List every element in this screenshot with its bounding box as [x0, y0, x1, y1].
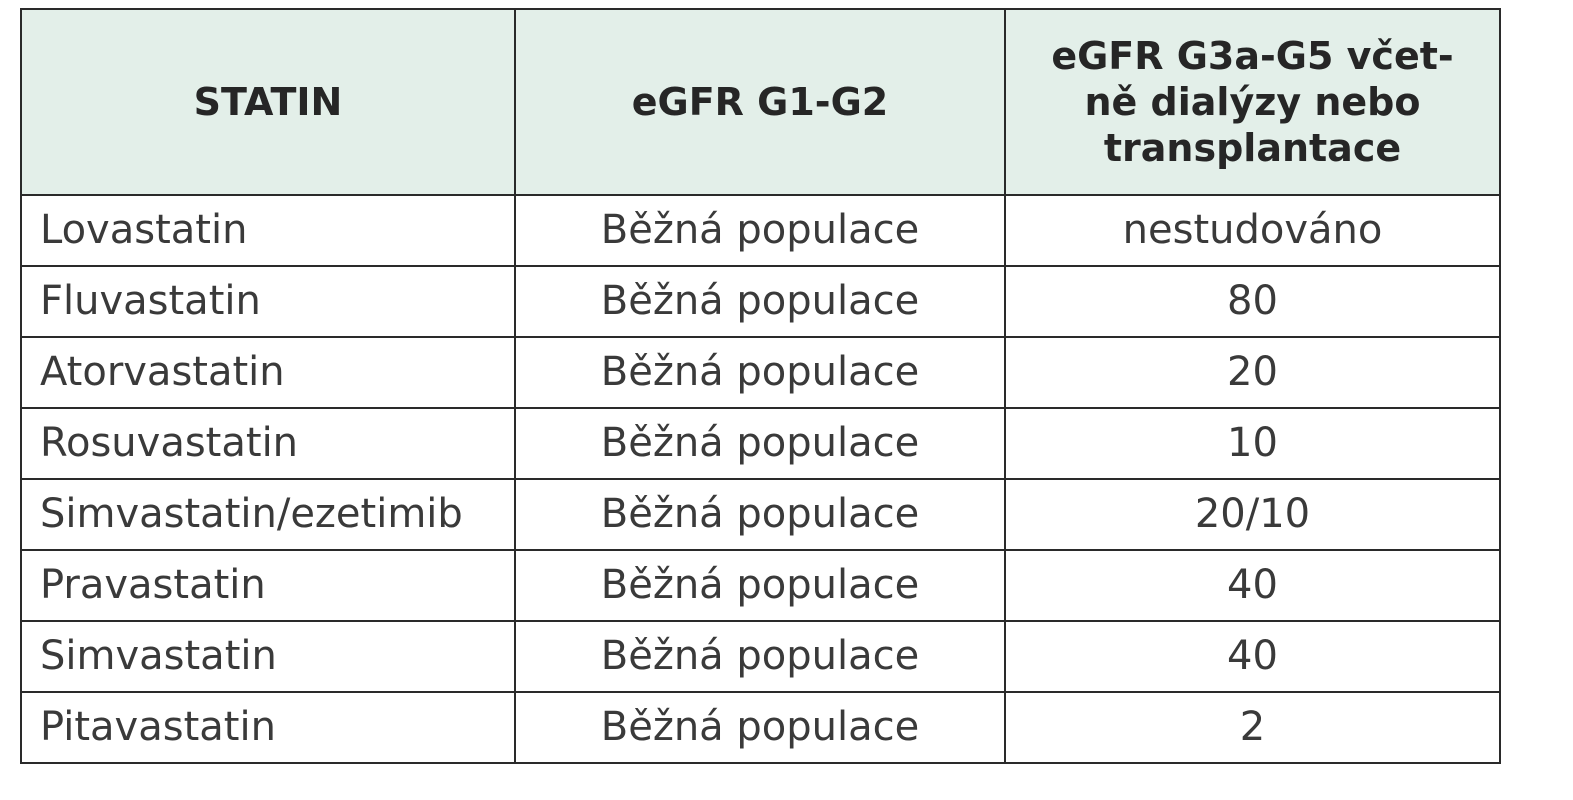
statin-name-cell: Pitavastatin	[20, 691, 516, 764]
egfr-g3-g5-cell: 10	[1004, 407, 1501, 480]
header-egfr-g3-g5-label: eGFR G3a-G5 včet- ně dialýzy nebo transp…	[1006, 33, 1499, 171]
table-row: Simvastatin/ezetimib Běžná populace 20/1…	[20, 478, 1501, 551]
egfr-g1-g2-cell: Běžná populace	[514, 336, 1006, 409]
statin-name-cell: Pravastatin	[20, 549, 516, 622]
egfr-g3-g5-cell: nestudováno	[1004, 194, 1501, 267]
table-row: Pravastatin Běžná populace 40	[20, 549, 1501, 622]
egfr-g1-g2-cell: Běžná populace	[514, 478, 1006, 551]
table-row: Rosuvastatin Běžná populace 10	[20, 407, 1501, 480]
egfr-g3-g5-cell: 20/10	[1004, 478, 1501, 551]
statin-name-cell: Lovastatin	[20, 194, 516, 267]
egfr-g3-g5-cell: 40	[1004, 620, 1501, 693]
header-egfr-g1-g2: eGFR G1-G2	[514, 8, 1006, 196]
statin-name-cell: Rosuvastatin	[20, 407, 516, 480]
egfr-g3-g5-cell: 80	[1004, 265, 1501, 338]
statin-name-cell: Atorvastatin	[20, 336, 516, 409]
egfr-g3-g5-cell: 20	[1004, 336, 1501, 409]
header-egfr-g3-g5-line-3: transplantace	[1103, 126, 1402, 170]
table-row: Fluvastatin Běžná populace 80	[20, 265, 1501, 338]
egfr-g1-g2-cell: Běžná populace	[514, 691, 1006, 764]
egfr-g1-g2-cell: Běžná populace	[514, 265, 1006, 338]
table-header: STATIN eGFR G1-G2 eGFR G3a-G5 včet- ně d…	[20, 8, 1501, 196]
statin-name-cell: Simvastatin/ezetimib	[20, 478, 516, 551]
egfr-g3-g5-cell: 2	[1004, 691, 1501, 764]
header-egfr-g1-g2-label: eGFR G1-G2	[631, 80, 889, 124]
egfr-g1-g2-cell: Běžná populace	[514, 549, 1006, 622]
header-egfr-g3-g5: eGFR G3a-G5 včet- ně dialýzy nebo transp…	[1004, 8, 1501, 196]
statin-dosing-table-container: STATIN eGFR G1-G2 eGFR G3a-G5 včet- ně d…	[20, 8, 1501, 764]
header-statin: STATIN	[20, 8, 516, 196]
table-row: Lovastatin Běžná populace nestudováno	[20, 194, 1501, 267]
header-egfr-g3-g5-line-1: eGFR G3a-G5 včet-	[1051, 34, 1454, 78]
egfr-g3-g5-cell: 40	[1004, 549, 1501, 622]
table-row: Simvastatin Běžná populace 40	[20, 620, 1501, 693]
table-row: Atorvastatin Běžná populace 20	[20, 336, 1501, 409]
egfr-g1-g2-cell: Běžná populace	[514, 407, 1006, 480]
statin-name-cell: Fluvastatin	[20, 265, 516, 338]
statin-dosing-table: STATIN eGFR G1-G2 eGFR G3a-G5 včet- ně d…	[20, 8, 1501, 764]
statin-name-cell: Simvastatin	[20, 620, 516, 693]
egfr-g1-g2-cell: Běžná populace	[514, 620, 1006, 693]
header-row: STATIN eGFR G1-G2 eGFR G3a-G5 včet- ně d…	[20, 8, 1501, 196]
header-egfr-g3-g5-line-2: ně dialýzy nebo	[1084, 80, 1421, 124]
header-statin-label: STATIN	[193, 80, 343, 124]
table-row: Pitavastatin Běžná populace 2	[20, 691, 1501, 764]
table-body: Lovastatin Běžná populace nestudováno Fl…	[20, 194, 1501, 764]
egfr-g1-g2-cell: Běžná populace	[514, 194, 1006, 267]
